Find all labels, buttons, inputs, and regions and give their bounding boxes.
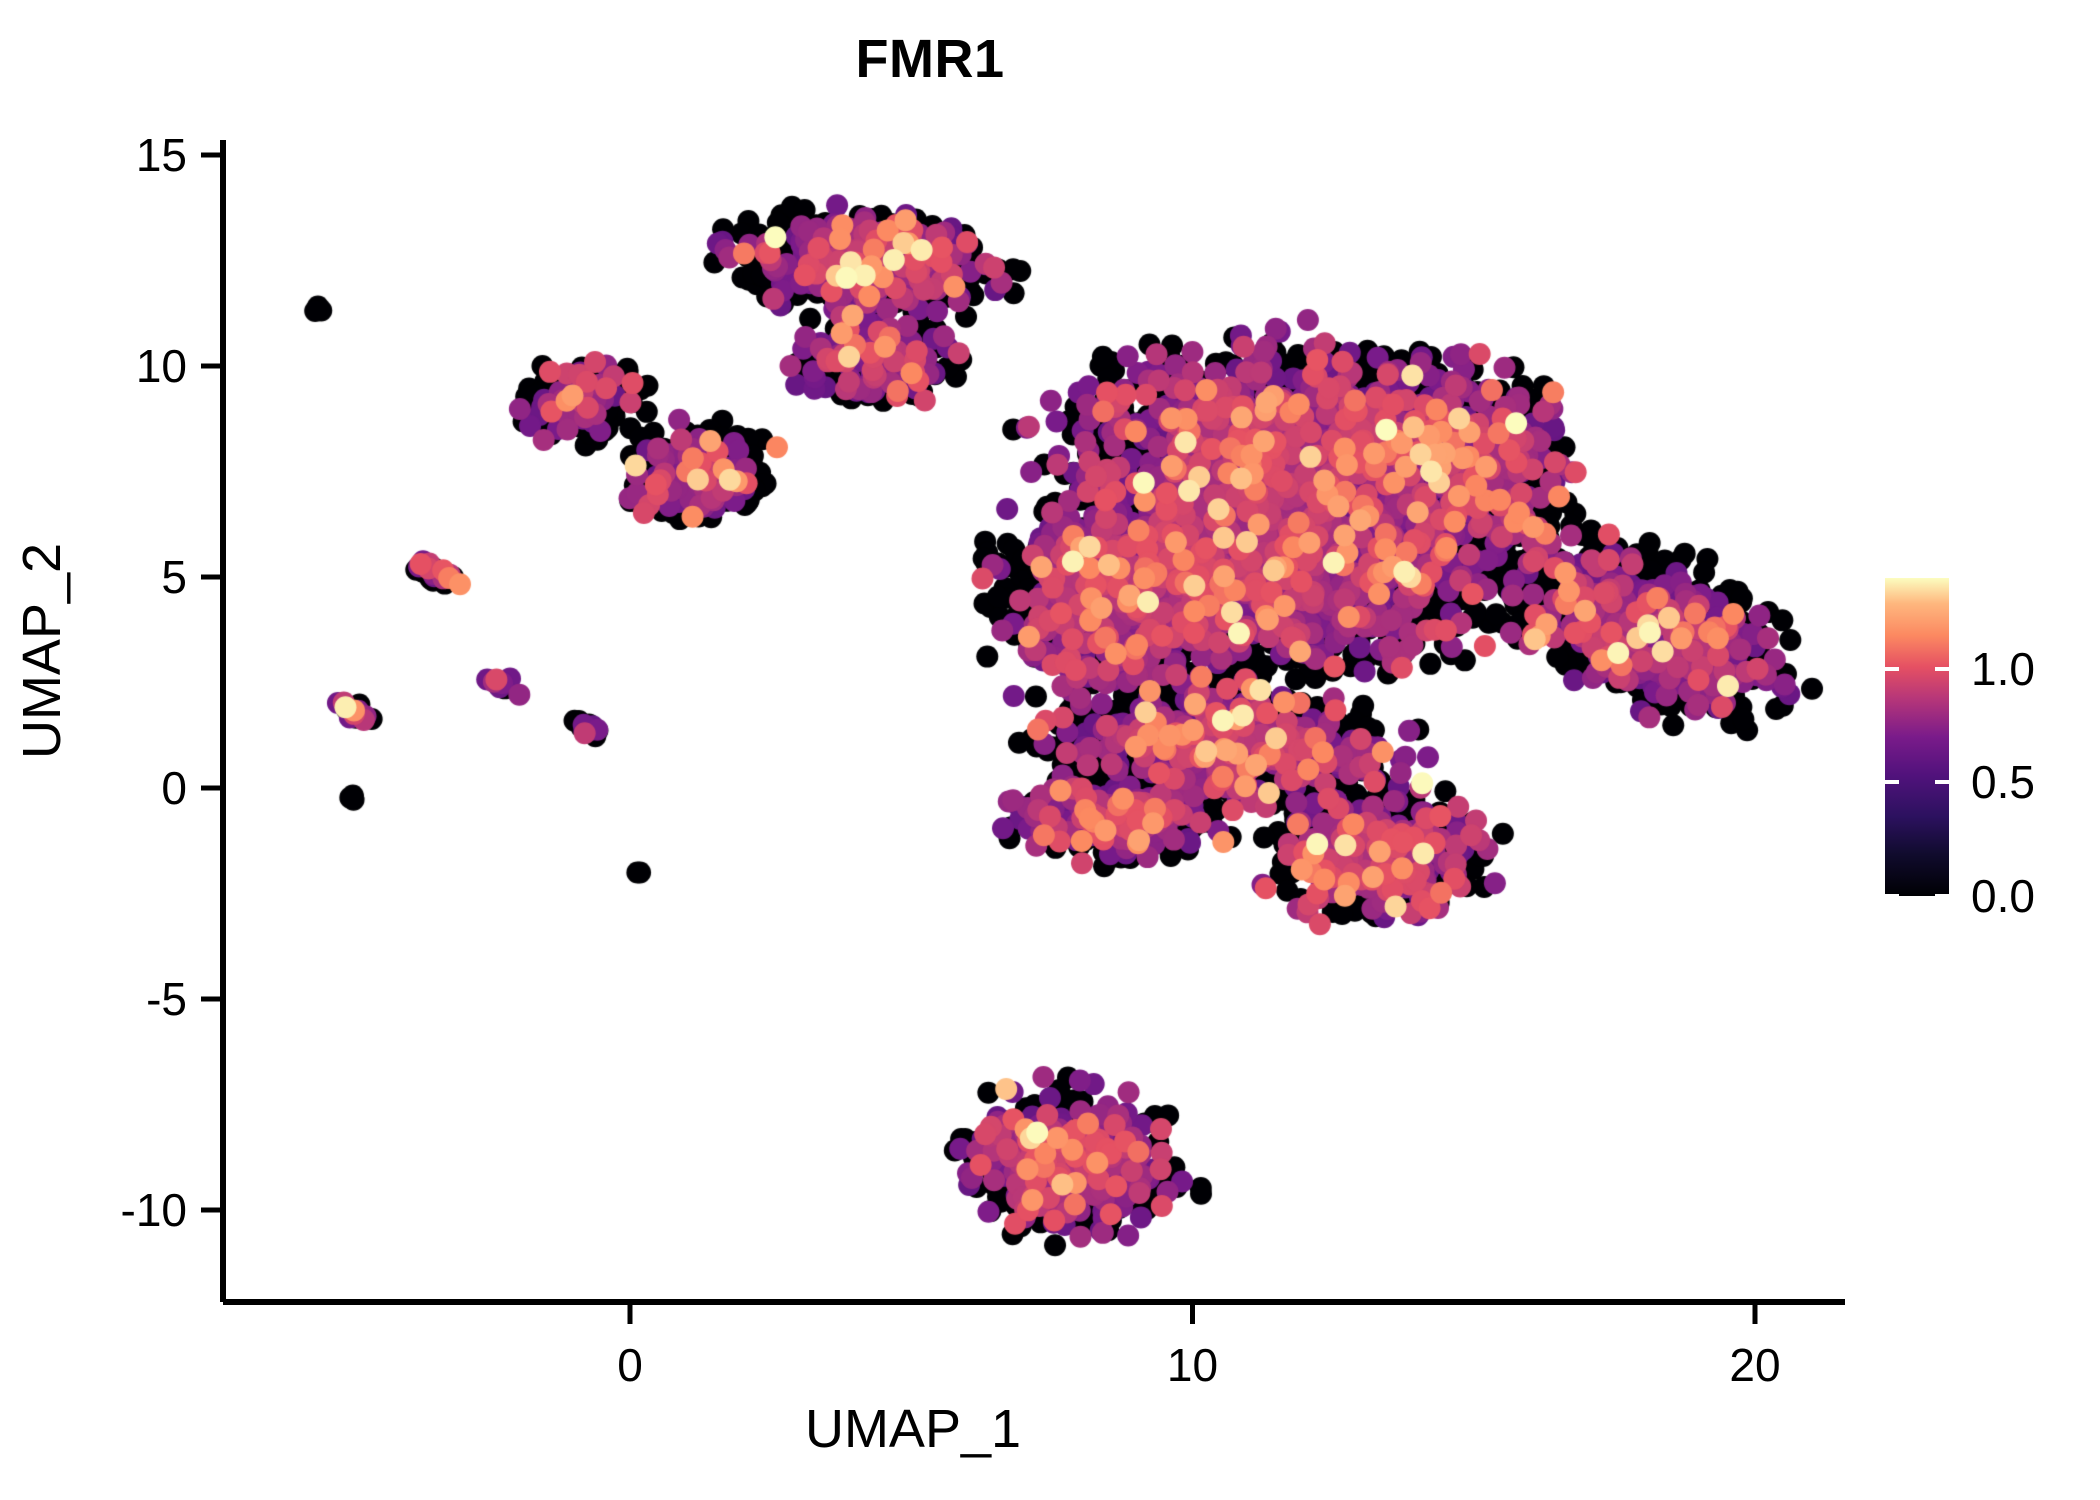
colorbar-tick-mark (1935, 780, 1949, 785)
colorbar-tick-mark (1935, 666, 1949, 671)
y-tick-label: -5 (146, 973, 187, 1025)
colorbar-tick-label: 1.0 (1971, 642, 2035, 695)
y-tick-label: 0 (161, 762, 187, 814)
colorbar-tick-mark (1885, 780, 1899, 785)
x-axis-title: UMAP_1 (804, 1399, 1022, 1459)
y-tick-label: 5 (161, 551, 187, 603)
colorbar-tick-label: 0.5 (1971, 756, 2035, 809)
x-tick-label: 10 (1166, 1339, 1219, 1391)
colorbar-tick-mark (1885, 894, 1899, 898)
y-axis-title: UMAP_2 (12, 542, 72, 760)
y-tick-label: -10 (120, 1184, 187, 1236)
colorbar-tick-mark (1885, 666, 1899, 671)
y-tick-label: 10 (135, 340, 187, 392)
y-tick-label: 15 (135, 129, 187, 181)
colorbar-tick-mark (1935, 894, 1949, 898)
colorbar-gradient (1885, 578, 1949, 896)
colorbar-tick-label: 0.0 (1971, 870, 2035, 922)
x-tick-label: 0 (617, 1339, 643, 1391)
x-tick-label: 20 (1729, 1339, 1781, 1391)
